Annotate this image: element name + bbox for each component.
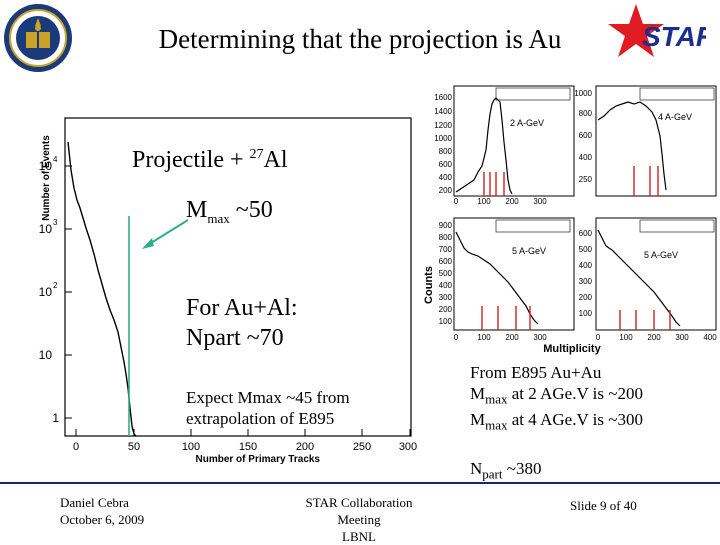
svg-text:700: 700	[439, 245, 453, 254]
svg-text:100: 100	[439, 317, 453, 326]
expect-note: Expect Mmax ~45 from extrapolation of E8…	[186, 388, 350, 428]
star-logo-icon: STAR	[608, 4, 706, 57]
svg-text:250: 250	[579, 175, 593, 184]
mmax-callout: Mmax ~50	[186, 197, 273, 226]
svg-text:200: 200	[505, 333, 519, 342]
svg-text:1200: 1200	[434, 121, 452, 130]
e895-note: From E895 Au+Au Mmax at 2 AGe.V is ~200 …	[470, 363, 643, 433]
svg-text:1400: 1400	[434, 107, 452, 116]
svg-text:800: 800	[439, 147, 453, 156]
callout-arrow	[145, 219, 189, 247]
star-logo-text: STAR	[642, 21, 706, 52]
y-tick-exp: 4	[53, 155, 58, 164]
y-tick-label: 10	[39, 285, 53, 299]
svg-text:200: 200	[647, 333, 661, 342]
y-axis-label: Number of Events	[41, 135, 52, 221]
svg-text:800: 800	[579, 109, 593, 118]
svg-text:500: 500	[579, 245, 593, 254]
svg-text:600: 600	[439, 160, 453, 169]
panel-2agev: 2 A-GeV 1600 1400 1200 1000 800 600 400 …	[434, 85, 575, 206]
svg-text:300: 300	[533, 197, 547, 206]
footer-author: Daniel Cebra October 6, 2009	[60, 495, 145, 527]
y-tick-exp: 3	[53, 218, 58, 227]
footer-meeting: STAR Collaboration Meeting LBNL	[305, 495, 413, 544]
svg-text:0: 0	[454, 197, 459, 206]
svg-text:200: 200	[505, 197, 519, 206]
y-tick-label: 10	[39, 348, 53, 362]
panel-5agev-a: 5 A-GeV 900 800 700 600 500 400 300 200 …	[439, 217, 575, 342]
x-axis-ticks	[75, 429, 411, 436]
panel-label: 2 A-GeV	[510, 118, 544, 128]
auAl-callout: For Au+Al: Npart ~70	[186, 295, 298, 351]
svg-text:100: 100	[579, 309, 593, 318]
y-tick-label: 1	[52, 411, 59, 425]
svg-text:400: 400	[439, 281, 453, 290]
npart-note: Npart ~380	[470, 459, 542, 482]
panel-4agev: 4 A-GeV 1000 800 600 400 250	[574, 85, 717, 197]
svg-text:100: 100	[477, 333, 491, 342]
panel-label: 5 A-GeV	[512, 246, 546, 256]
panel-5agev-b: 5 A-GeV 600 500 400 300 200 100 0 100 20…	[579, 217, 717, 342]
svg-text:400: 400	[439, 173, 453, 182]
svg-text:400: 400	[579, 153, 593, 162]
svg-text:300: 300	[675, 333, 689, 342]
x-tick-label: 50	[128, 441, 140, 453]
svg-text:900: 900	[439, 221, 453, 230]
svg-text:500: 500	[439, 269, 453, 278]
y-axis-ticks	[65, 165, 72, 419]
primary-tracks-histogram: 1 10 10 10 10 2 3 4 0 50 100 150 200 250…	[39, 117, 417, 465]
svg-text:0: 0	[596, 333, 601, 342]
x-tick-label: 250	[353, 441, 371, 453]
svg-text:1000: 1000	[434, 134, 452, 143]
slide-number: Slide 9 of 40	[570, 498, 637, 513]
svg-text:1000: 1000	[574, 89, 592, 98]
svg-text:300: 300	[579, 277, 593, 286]
slide-title: Determining that the projection is Au	[158, 24, 562, 54]
x-axis-label: Number of Primary Tracks	[196, 454, 321, 465]
y-tick-exp: 2	[53, 281, 58, 290]
svg-text:300: 300	[533, 333, 547, 342]
x-tick-label: 0	[73, 441, 79, 453]
x-tick-label: 100	[182, 441, 200, 453]
counts-axis-label: Counts	[423, 266, 435, 304]
svg-text:600: 600	[579, 229, 593, 238]
multiplicity-axis-label: Multiplicity	[543, 343, 601, 355]
svg-text:200: 200	[439, 186, 453, 195]
svg-text:0: 0	[454, 333, 459, 342]
university-seal-icon	[4, 4, 72, 72]
svg-text:200: 200	[579, 293, 593, 302]
e895-multiplicity-panels: Counts 2 A-GeV 1600 1400 1200 1000 800 6…	[423, 85, 717, 355]
svg-text:400: 400	[703, 333, 717, 342]
y-tick-label: 10	[39, 159, 53, 173]
panel-label: 4 A-GeV	[658, 112, 692, 122]
svg-text:400: 400	[579, 261, 593, 270]
x-tick-label: 150	[239, 441, 257, 453]
x-tick-label: 300	[399, 441, 417, 453]
panel-label: 5 A-GeV	[644, 250, 678, 260]
x-tick-label: 200	[296, 441, 314, 453]
svg-text:600: 600	[439, 257, 453, 266]
svg-text:100: 100	[477, 197, 491, 206]
y-tick-label: 10	[39, 222, 53, 236]
footer-rule	[0, 482, 720, 484]
projectile-callout: Projectile + 27Al	[132, 147, 288, 173]
svg-text:100: 100	[619, 333, 633, 342]
svg-text:800: 800	[439, 233, 453, 242]
svg-text:300: 300	[439, 293, 453, 302]
svg-text:600: 600	[579, 131, 593, 140]
svg-text:200: 200	[439, 305, 453, 314]
svg-text:1600: 1600	[434, 93, 452, 102]
